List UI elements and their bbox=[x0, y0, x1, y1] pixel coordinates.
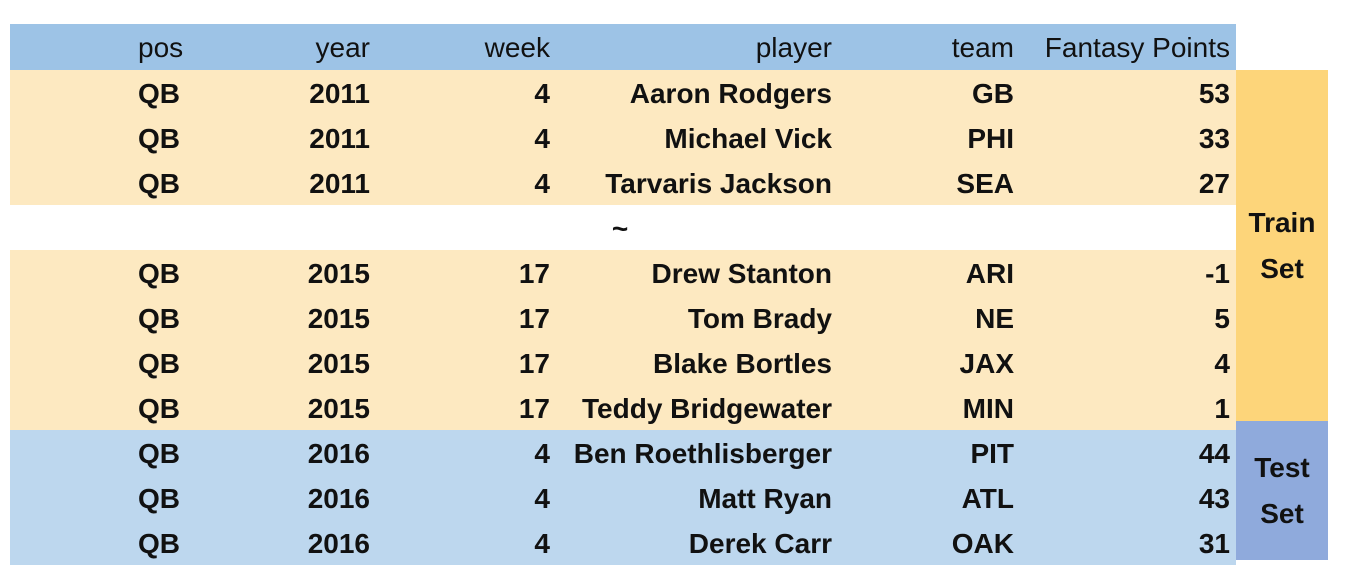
cell-player: Teddy Bridgewater bbox=[582, 393, 832, 424]
cell-fp: 44 bbox=[1198, 438, 1230, 469]
header-team: team bbox=[951, 32, 1014, 63]
table-row: QB 2011 4 Tarvaris Jackson SEA 27 bbox=[10, 160, 1236, 205]
cell-year: 2016 bbox=[307, 438, 370, 469]
cell-team: GB bbox=[972, 78, 1014, 109]
cell-team: OAK bbox=[951, 528, 1014, 559]
cell-pos: QB bbox=[138, 393, 180, 424]
cell-fp: -1 bbox=[1205, 258, 1230, 289]
cell-year: 2015 bbox=[307, 258, 370, 289]
cell-player: Tom Brady bbox=[687, 303, 832, 334]
cell-week: 17 bbox=[518, 303, 550, 334]
cell-year: 2011 bbox=[309, 123, 370, 154]
cell-team: PHI bbox=[967, 123, 1014, 154]
cell-team: MIN bbox=[962, 393, 1014, 424]
table-row: QB 2015 17 Blake Bortles JAX 4 bbox=[10, 340, 1236, 385]
table-row: QB 2016 4 Matt Ryan ATL 43 bbox=[10, 475, 1236, 520]
cell-team: PIT bbox=[970, 438, 1014, 469]
cell-week: 17 bbox=[518, 258, 550, 289]
table-row: QB 2016 4 Ben Roethlisberger PIT 44 bbox=[10, 430, 1236, 475]
cell-fp: 27 bbox=[1198, 168, 1230, 199]
cell-player: Michael Vick bbox=[664, 123, 832, 154]
cell-fp: 53 bbox=[1198, 78, 1230, 109]
cell-year: 2016 bbox=[307, 528, 370, 559]
cell-pos: QB bbox=[138, 438, 180, 469]
test-label-line1: Test bbox=[1254, 451, 1310, 483]
cell-week: 4 bbox=[534, 78, 550, 109]
cell-player: Aaron Rodgers bbox=[629, 78, 832, 109]
test-set-label: Test Set bbox=[1236, 421, 1328, 560]
table-row: QB 2015 17 Teddy Bridgewater MIN 1 bbox=[10, 385, 1236, 430]
cell-pos: QB bbox=[138, 168, 180, 199]
cell-week: 17 bbox=[518, 393, 550, 424]
cell-pos: QB bbox=[138, 483, 180, 514]
cell-team: NE bbox=[975, 303, 1014, 334]
cell-pos: QB bbox=[138, 78, 180, 109]
gap-marker: ~ bbox=[611, 213, 629, 244]
table-row: QB 2016 4 Derek Carr OAK 31 bbox=[10, 520, 1236, 565]
cell-week: 4 bbox=[534, 438, 550, 469]
cell-year: 2015 bbox=[307, 303, 370, 334]
cell-player: Tarvaris Jackson bbox=[605, 168, 832, 199]
cell-pos: QB bbox=[138, 258, 180, 289]
cell-fp: 5 bbox=[1214, 303, 1230, 334]
cell-week: 4 bbox=[534, 168, 550, 199]
header-fantasy-points: Fantasy Points bbox=[1044, 32, 1230, 63]
cell-team: ARI bbox=[965, 258, 1014, 289]
table-row: QB 2015 17 Drew Stanton ARI -1 bbox=[10, 250, 1236, 295]
train-label-line1: Train bbox=[1248, 206, 1316, 238]
cell-year: 2016 bbox=[307, 483, 370, 514]
table-row: QB 2011 4 Michael Vick PHI 33 bbox=[10, 115, 1236, 160]
header-week: week bbox=[484, 32, 550, 63]
table-row: QB 2011 4 Aaron Rodgers GB 53 bbox=[10, 70, 1236, 115]
header-player: player bbox=[755, 32, 832, 63]
cell-pos: QB bbox=[138, 528, 180, 559]
cell-fp: 43 bbox=[1198, 483, 1230, 514]
cell-year: 2015 bbox=[307, 348, 370, 379]
test-label-line2: Set bbox=[1260, 497, 1304, 529]
cell-player: Derek Carr bbox=[688, 528, 832, 559]
cell-player: Drew Stanton bbox=[651, 258, 832, 289]
cell-fp: 33 bbox=[1198, 123, 1230, 154]
cell-fp: 4 bbox=[1214, 348, 1230, 379]
gap-row: ~ bbox=[10, 205, 1236, 250]
cell-year: 2015 bbox=[307, 393, 370, 424]
cell-fp: 31 bbox=[1198, 528, 1230, 559]
cell-week: 17 bbox=[518, 348, 550, 379]
train-set-label: Train Set bbox=[1236, 70, 1328, 421]
cell-week: 4 bbox=[534, 483, 550, 514]
cell-player: Ben Roethlisberger bbox=[573, 438, 832, 469]
cell-team: SEA bbox=[956, 168, 1014, 199]
cell-fp: 1 bbox=[1214, 393, 1230, 424]
cell-pos: QB bbox=[138, 303, 180, 334]
header-year: year bbox=[315, 32, 370, 63]
cell-week: 4 bbox=[534, 528, 550, 559]
cell-pos: QB bbox=[138, 348, 180, 379]
header-pos: pos bbox=[138, 32, 184, 63]
cell-player: Matt Ryan bbox=[698, 483, 832, 514]
cell-week: 4 bbox=[534, 123, 550, 154]
cell-pos: QB bbox=[138, 123, 180, 154]
cell-year: 2011 bbox=[309, 78, 370, 109]
cell-player: Blake Bortles bbox=[653, 348, 832, 379]
table-row: QB 2015 17 Tom Brady NE 5 bbox=[10, 295, 1236, 340]
cell-team: ATL bbox=[961, 483, 1014, 514]
train-label-line2: Set bbox=[1260, 252, 1304, 284]
cell-year: 2011 bbox=[309, 168, 370, 199]
header-row: pos year week player team Fantasy Points bbox=[10, 24, 1236, 70]
cell-team: JAX bbox=[959, 348, 1014, 379]
